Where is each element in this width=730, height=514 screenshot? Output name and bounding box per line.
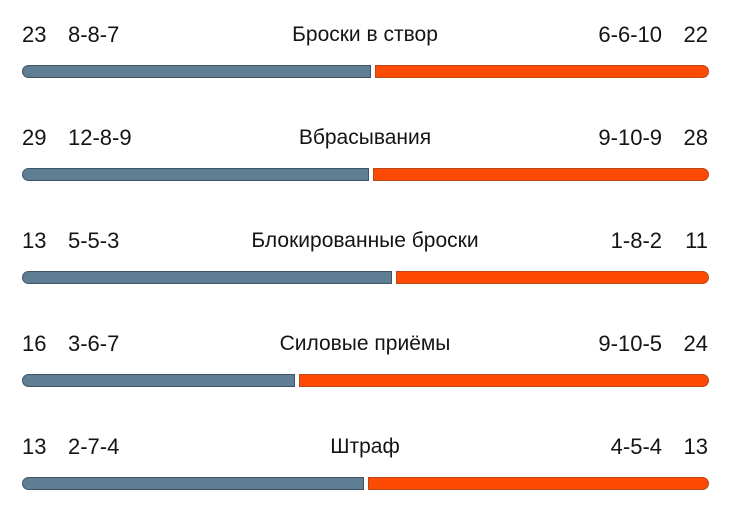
away-periods: 1-8-2 [610,228,662,253]
stat-row: 29 12-8-9 Вбрасывания 9-10-9 28 [0,125,730,205]
home-total: 16 [22,331,47,356]
home-periods: 2-7-4 [68,434,120,459]
away-bar [368,477,709,490]
home-bar [22,271,392,284]
stat-row: 16 3-6-7 Силовые приёмы 9-10-5 24 [0,331,730,411]
stat-label: Броски в створ [292,23,438,46]
away-bar [299,374,709,387]
away-bar [375,65,709,78]
away-periods: 9-10-5 [598,331,662,356]
home-total: 29 [22,125,47,150]
stat-row: 13 2-7-4 Штраф 4-5-4 13 [0,434,730,514]
stat-row: 23 8-8-7 Броски в створ 6-6-10 22 [0,22,730,102]
away-total: 11 [685,228,708,253]
away-bar [373,168,709,181]
away-total: 13 [683,434,708,459]
away-periods: 9-10-9 [598,125,662,150]
home-periods: 8-8-7 [68,22,120,47]
home-total: 23 [22,22,47,47]
home-total: 13 [22,228,47,253]
home-total: 13 [22,434,47,459]
away-bar [396,271,709,284]
away-total: 28 [683,125,708,150]
away-total: 22 [683,22,708,47]
away-periods: 4-5-4 [610,434,662,459]
stat-label: Блокированные броски [251,229,479,252]
stat-label: Силовые приёмы [279,332,451,355]
home-bar [22,168,369,181]
stat-row: 13 5-5-3 Блокированные броски 1-8-2 11 [0,228,730,308]
stat-label: Вбрасывания [298,126,432,149]
stat-label: Штраф [330,435,400,458]
home-bar [22,65,371,78]
home-periods: 5-5-3 [68,228,120,253]
home-bar [22,374,295,387]
home-periods: 3-6-7 [68,331,120,356]
home-periods: 12-8-9 [68,125,132,150]
away-periods: 6-6-10 [598,22,662,47]
away-total: 24 [683,331,708,356]
home-bar [22,477,364,490]
